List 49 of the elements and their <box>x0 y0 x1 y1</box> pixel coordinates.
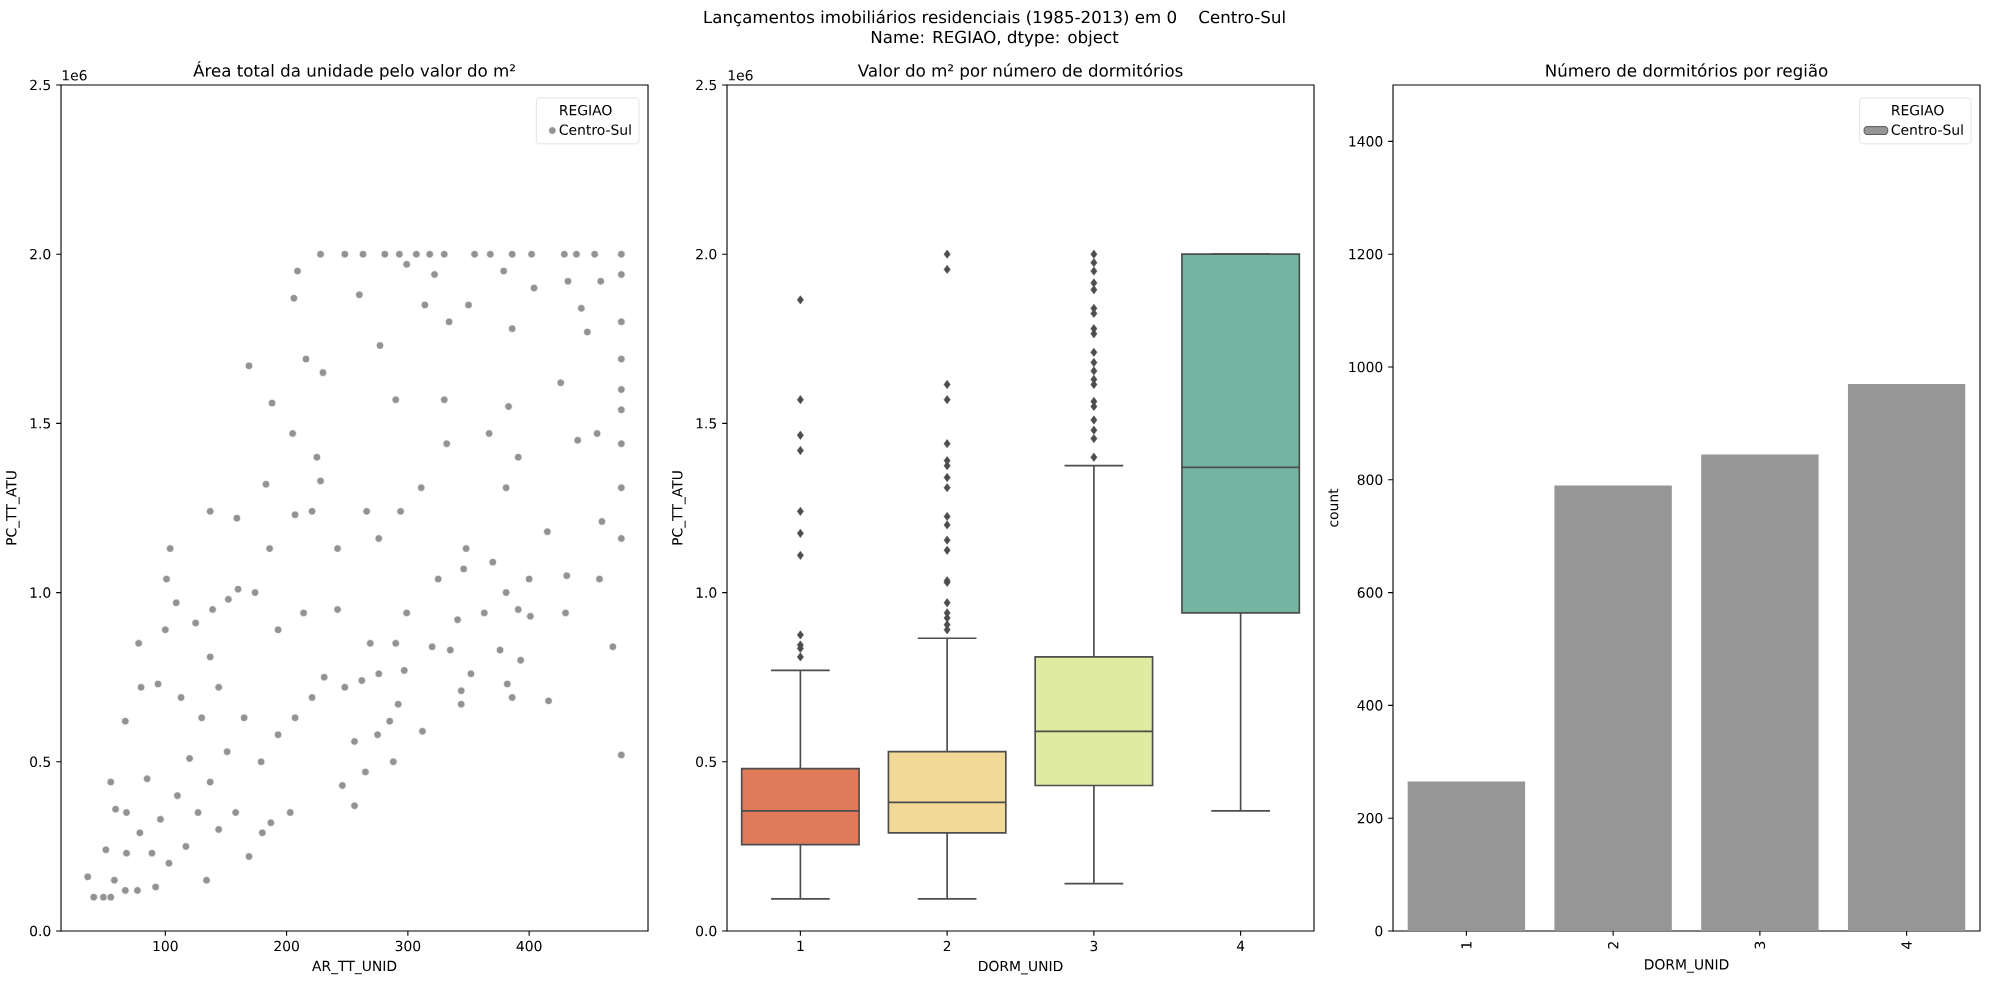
legend-label: Centro-Sul <box>559 124 631 135</box>
x-tick-label: 1 <box>797 940 804 951</box>
legend-label: Centro-Sul <box>1891 124 1963 135</box>
x-tick-label: 2 <box>1607 942 1619 949</box>
legend-title: REGIAO <box>560 104 612 116</box>
x-tick-label: 1 <box>1461 942 1472 949</box>
y-tick-label: 1.0 <box>30 587 51 598</box>
x-tick-label: 400 <box>516 940 542 952</box>
y-tick-label: 2.5 <box>696 79 717 91</box>
chart-title: Área total da unidade pelo valor do m² <box>193 61 515 81</box>
y-tick-label: 1000 <box>1349 361 1383 373</box>
y-axis-title: PC_TT_ATU <box>672 471 686 545</box>
x-axis-title: AR_TT_UNID <box>312 960 397 975</box>
text: Name: REGIAO, dtype: object <box>871 30 1119 47</box>
y-tick-label: 400 <box>1357 700 1383 711</box>
y-tick-label: 800 <box>1357 474 1383 486</box>
chart-title: Valor do m² por número de dormitórios <box>857 63 1183 81</box>
y-tick-label: 1200 <box>1349 248 1383 260</box>
x-tick-label: 100 <box>153 940 178 952</box>
legend-title: REGIAO <box>1892 104 1944 116</box>
text: 1e6 <box>62 70 87 81</box>
y-tick-label: 200 <box>1357 812 1383 824</box>
x-tick-label: 3 <box>1090 940 1098 952</box>
y-tick-label: 1.0 <box>696 587 717 598</box>
x-tick-label: 200 <box>274 940 299 952</box>
y-tick-label: 0.0 <box>696 925 717 937</box>
y-tick-label: 600 <box>1357 587 1383 598</box>
chart-title: Número de dormitórios por região <box>1546 63 1828 81</box>
x-tick-label: 300 <box>395 940 421 952</box>
y-axis-title: count <box>1328 488 1339 527</box>
y-tick-label: 1.5 <box>30 418 51 429</box>
y-tick-label: 2.0 <box>30 248 51 260</box>
x-tick-label: 4 <box>1236 940 1245 951</box>
text: Lançamentos imobiliários residenciais (1985-2013) em 0 Centro-Sul <box>704 9 1285 27</box>
y-tick-label: 0 <box>1375 925 1383 937</box>
y-tick-label: 1.5 <box>696 418 717 429</box>
y-tick-label: 0.5 <box>30 756 51 768</box>
x-axis-title: DORM_UNID <box>979 960 1063 975</box>
y-tick-label: 0.0 <box>30 925 51 937</box>
x-axis-title: DORM_UNID <box>1645 959 1729 973</box>
text: 1e6 <box>728 70 753 81</box>
y-tick-label: 2.0 <box>696 248 717 260</box>
y-axis-title: PC_TT_ATU <box>6 471 20 545</box>
y-tick-label: 0.5 <box>696 756 717 768</box>
y-tick-label: 1400 <box>1349 136 1383 147</box>
x-tick-label: 4 <box>1901 941 1912 949</box>
x-tick-label: 3 <box>1754 941 1766 949</box>
x-tick-label: 2 <box>943 940 951 952</box>
y-tick-label: 2.5 <box>30 79 51 91</box>
